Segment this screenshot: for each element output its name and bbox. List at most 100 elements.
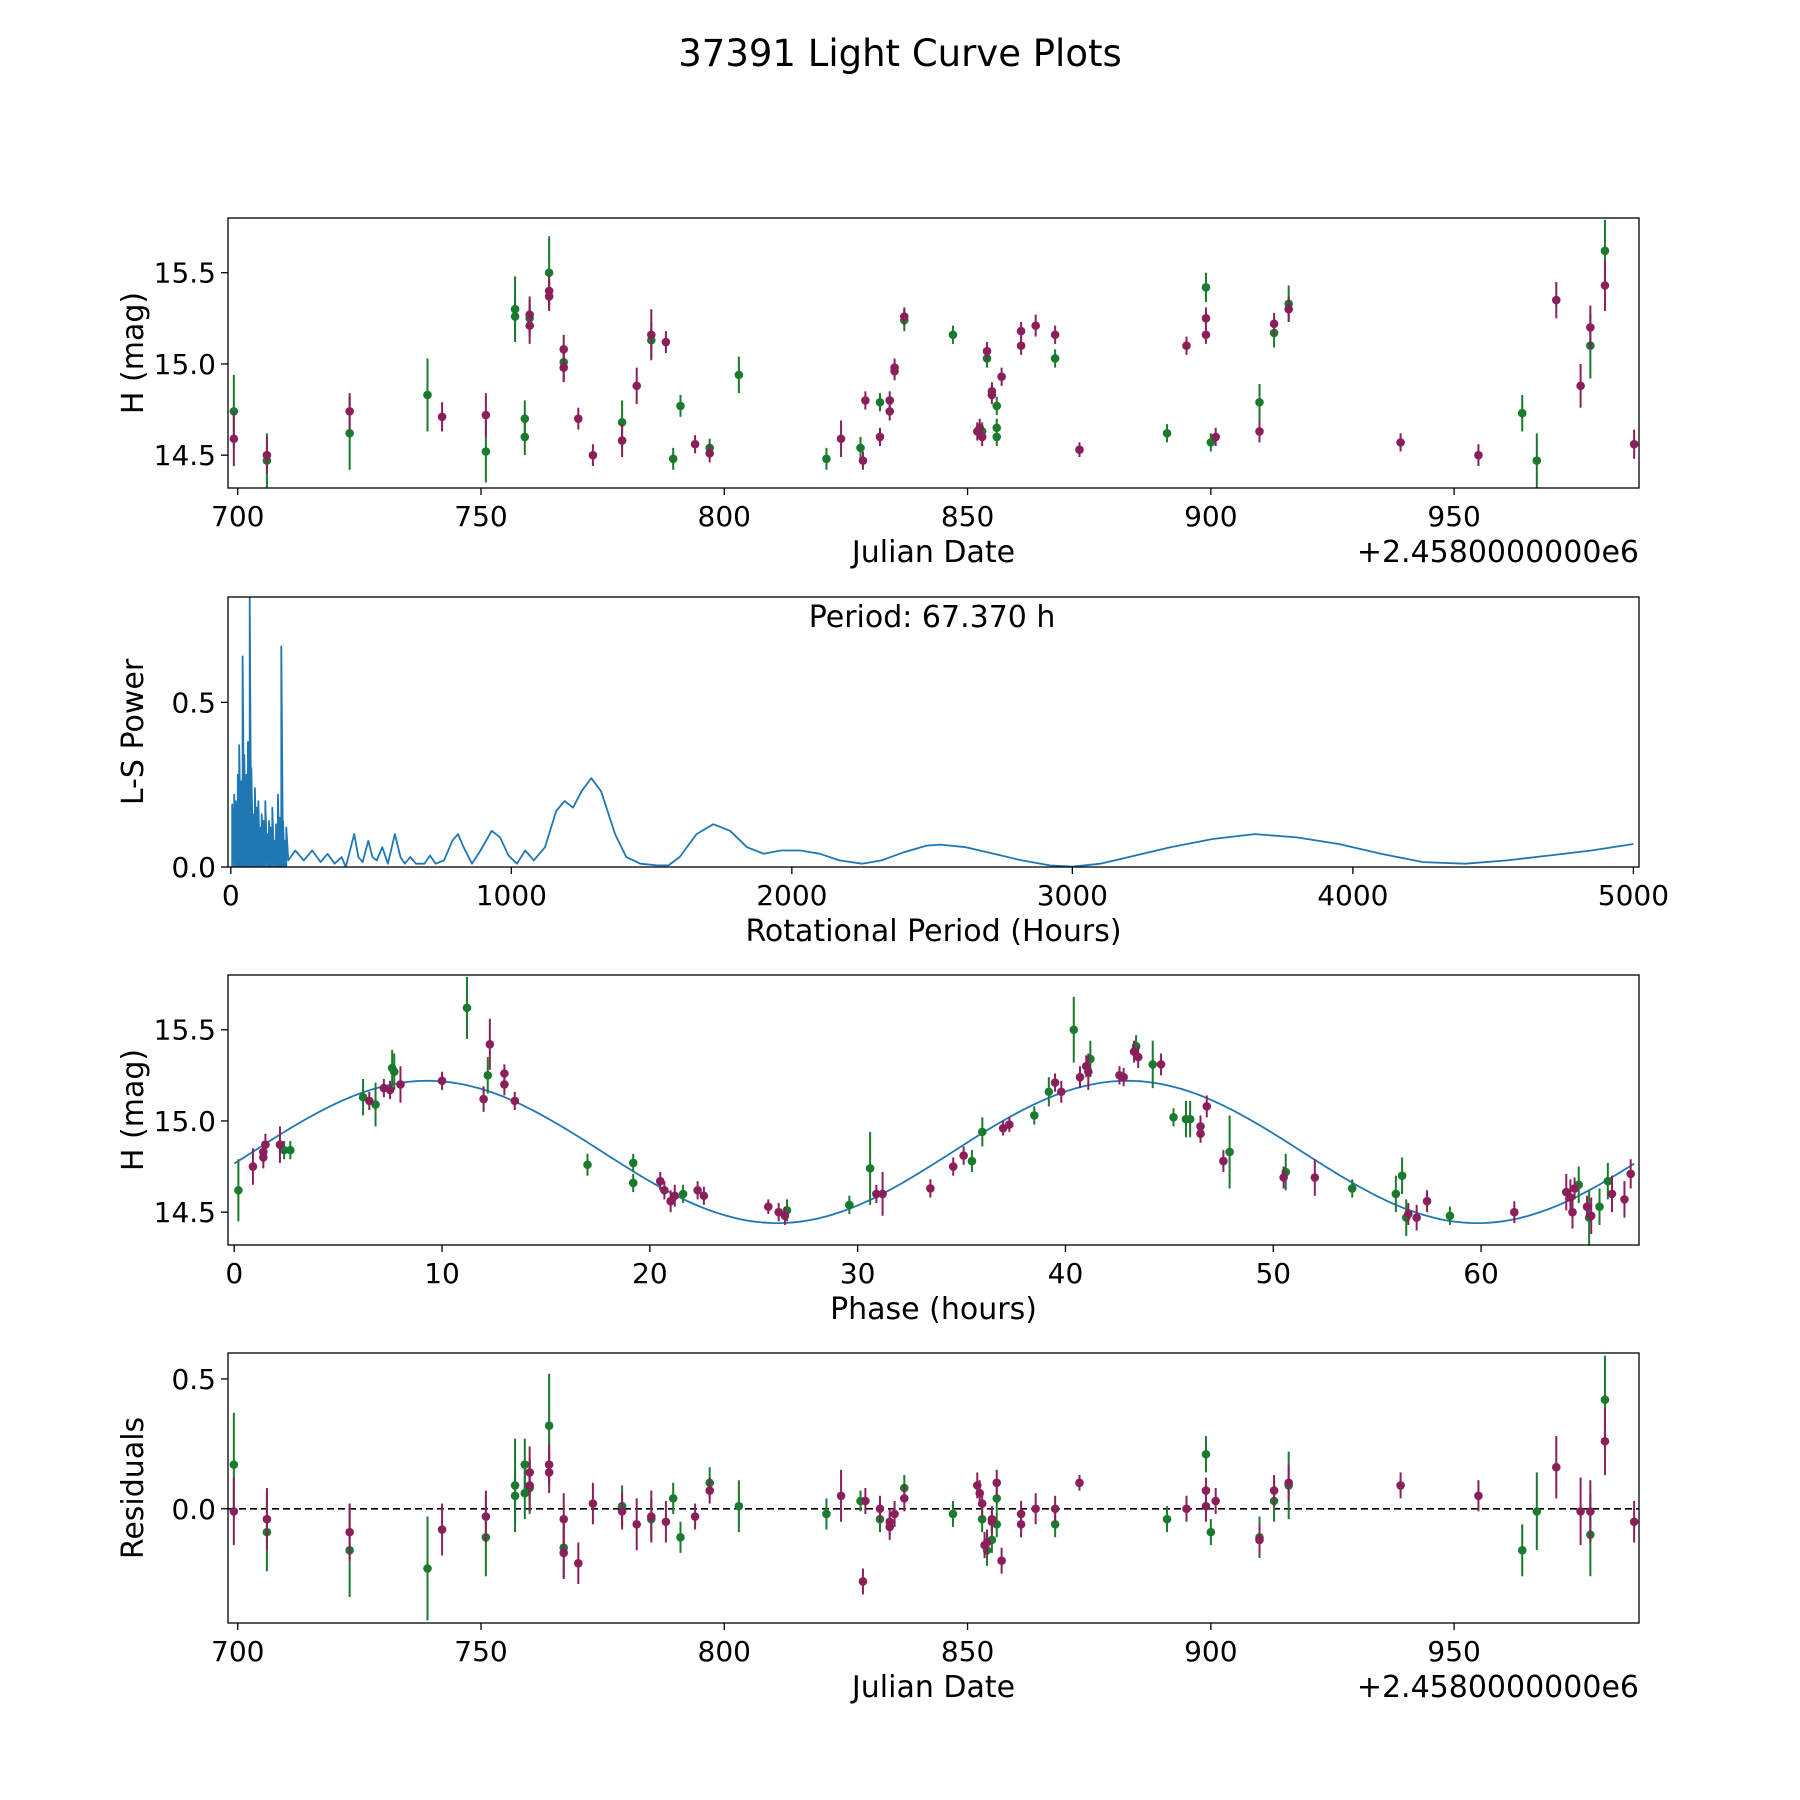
purple-data-point [1620,1195,1629,1204]
purple-data-point [385,1085,395,1095]
axes-frame [227,974,1640,1246]
purple-data-point [1005,1120,1014,1129]
purple-data-point [987,387,997,396]
green-data-point [822,1509,831,1519]
x-tick-label: 700 [211,1635,264,1668]
green-data-point [1201,283,1211,292]
green-data-point [1391,1189,1401,1199]
green-data-point [948,330,958,340]
purple-data-point [1219,1156,1228,1166]
purple-data-point [1310,1173,1320,1182]
green-data-point [977,1514,987,1524]
purple-data-point [774,1207,783,1217]
x-tick-label: 850 [941,500,994,533]
purple-data-point [1182,341,1191,351]
green-data-point [678,1189,688,1199]
purple-data-point [1474,1491,1483,1501]
purple-data-point [1255,427,1264,436]
purple-data-point [699,1191,709,1201]
green-data-point [856,443,865,453]
purple-data-point [885,407,895,416]
purple-data-point [900,312,909,321]
axes-frame [227,1352,1640,1624]
purple-data-point [559,345,569,354]
purple-data-point [977,1499,987,1508]
purple-data-point [693,1185,702,1195]
green-data-point [734,1501,744,1511]
green-data-point [734,370,744,380]
green-data-point [229,1460,239,1469]
green-data-point [389,1067,399,1076]
purple-data-point [1156,1060,1166,1069]
purple-data-point [1396,1481,1405,1490]
x-tick-label: 0 [225,1257,243,1290]
purple-data-point [705,1486,714,1495]
green-data-point [1162,428,1172,438]
x-tick-label: 850 [941,1635,994,1668]
purple-data-point [632,381,642,391]
green-data-point [628,1158,638,1168]
purple-data-point [544,286,554,296]
x-axis-label: Julian Date [850,1670,1015,1705]
green-data-point [1532,1507,1542,1516]
purple-data-point [345,1527,354,1537]
purple-data-point [1422,1196,1432,1206]
purple-data-point [948,1162,958,1171]
purple-data-point [229,1507,239,1516]
x-tick-label: 1000 [476,879,547,912]
green-data-point [1397,1171,1407,1180]
green-data-point [1148,1060,1158,1069]
panel-light-curve: 700 750 800 850 900 950 14.5 15.0 15.5 Julian Dat… [116,217,1640,570]
green-data-point [1029,1111,1039,1120]
purple-data-point [1510,1207,1519,1217]
green-data-point [544,1421,554,1430]
green-data-point [1185,1114,1195,1124]
purple-data-point [632,1520,642,1529]
x-tick-label: 60 [1463,1257,1499,1290]
purple-data-point [977,432,987,442]
purple-data-point [1050,1078,1060,1087]
purple-data-point [1600,281,1610,290]
purple-data-point [485,1040,495,1049]
purple-data-point [617,436,627,445]
purple-data-point [1075,445,1084,454]
purple-data-point [763,1202,773,1211]
green-data-point [1206,1527,1216,1537]
green-data-point [992,1494,1002,1503]
x-offset-label: +2.4580000000e6 [1357,535,1639,570]
x-tick-label: 20 [632,1257,668,1290]
purple-data-point [229,434,239,444]
purple-data-point [982,1538,992,1547]
purple-data-point [872,1189,881,1199]
x-tick-label: 750 [454,500,507,533]
green-data-point [544,268,554,278]
purple-data-point [525,1468,534,1477]
x-axis-label: Rotational Period (Hours) [745,914,1121,949]
purple-data-point [574,414,583,423]
y-tick-label: 0.5 [171,1363,216,1396]
y-tick-label: 0.5 [171,686,216,719]
green-data-point [423,390,432,400]
green-data-point [1255,397,1264,407]
green-data-point [1347,1184,1357,1193]
figure-title: 37391 Light Curve Plots [678,32,1122,75]
purple-data-point [1084,1067,1093,1076]
purple-data-point [878,1189,887,1199]
purple-data-point [1075,1072,1085,1082]
purple-data-point [1629,439,1639,449]
purple-data-point [1133,1052,1143,1062]
purple-data-point [574,1558,583,1568]
y-tick-label: 14.5 [154,1196,216,1229]
purple-data-point [1576,381,1585,391]
green-data-point [234,1185,243,1195]
x-tick-label: 950 [1427,500,1480,533]
green-data-point [1044,1087,1054,1097]
purple-data-point [437,1076,447,1086]
phase-curve-data [233,976,1635,1245]
y-tick-label: 15.0 [154,348,216,381]
purple-data-point [1600,1436,1610,1446]
fit-curve [233,1079,1635,1224]
x-tick-label: 50 [1255,1257,1291,1290]
green-data-point [1069,1025,1079,1035]
purple-data-point [1284,304,1293,314]
